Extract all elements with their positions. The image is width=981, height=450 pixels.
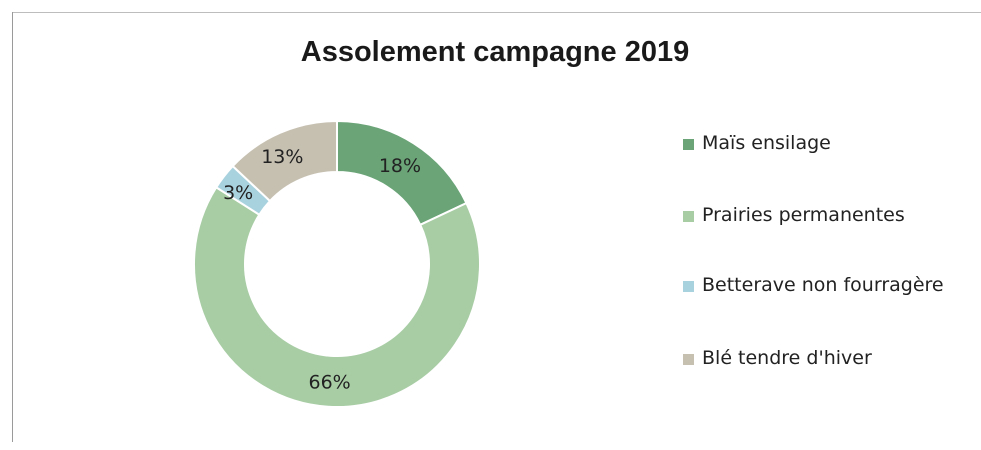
legend-swatch [683, 139, 694, 150]
legend-label: Betterave non fourragère [702, 274, 944, 296]
slice-data-label: 13% [261, 146, 303, 168]
chart-title: Assolement campagne 2019 [300, 36, 690, 68]
legend-item: Betterave non fourragère [683, 272, 972, 298]
donut-slice-labels: 18% 66% 3% 13% [223, 146, 421, 393]
donut-slices [193, 119, 481, 408]
legend-label: Blé tendre d'hiver [702, 347, 872, 369]
slice-data-label: 18% [379, 155, 421, 177]
legend-label: Prairies permanentes [702, 204, 905, 226]
legend-swatch [683, 281, 694, 292]
legend-label: Maïs ensilage [702, 132, 831, 154]
legend-swatch [683, 354, 694, 365]
legend-item: Blé tendre d'hiver [683, 345, 972, 371]
frame-border-top [12, 12, 981, 13]
slice-data-label: 66% [309, 371, 351, 393]
legend-item: Prairies permanentes [683, 202, 972, 228]
donut-slice [231, 119, 338, 203]
donut-slice [193, 185, 481, 408]
frame-border-left [12, 12, 13, 442]
legend-swatch [683, 211, 694, 222]
slice-data-label: 3% [223, 182, 253, 204]
legend-item: Maïs ensilage [683, 130, 972, 156]
